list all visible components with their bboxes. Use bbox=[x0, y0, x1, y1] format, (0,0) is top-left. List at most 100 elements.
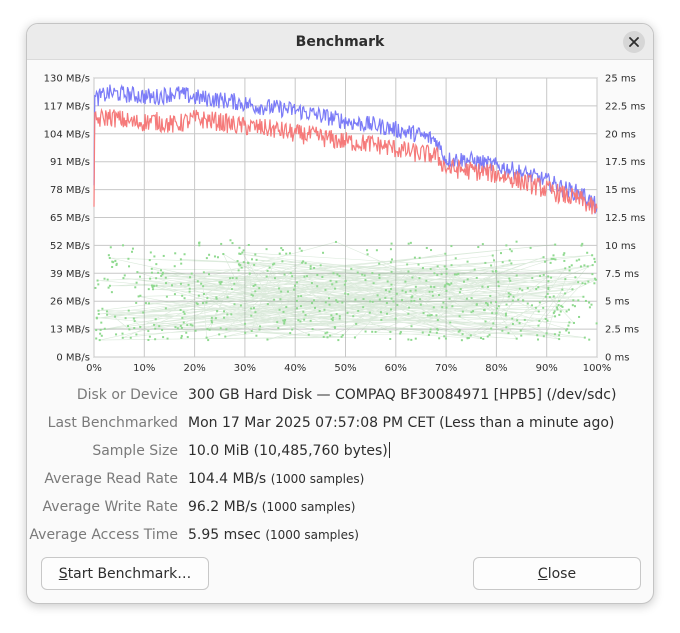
access-time-point bbox=[297, 319, 300, 322]
access-time-point bbox=[288, 252, 291, 255]
access-time-point bbox=[95, 329, 98, 332]
x-tick-label: 100% bbox=[583, 363, 612, 374]
access-time-point bbox=[148, 259, 151, 262]
access-time-point bbox=[553, 310, 556, 313]
access-time-point bbox=[366, 249, 369, 252]
access-time-point bbox=[593, 260, 596, 263]
access-time-point bbox=[124, 317, 127, 320]
access-time-point bbox=[593, 257, 596, 260]
access-time-point bbox=[511, 317, 514, 320]
access-time-point bbox=[223, 316, 226, 319]
title-bar: Benchmark bbox=[27, 24, 653, 60]
access-time-point bbox=[438, 294, 441, 297]
access-time-point bbox=[450, 282, 453, 285]
access-time-point bbox=[326, 336, 329, 339]
access-time-point bbox=[144, 302, 147, 305]
access-time-point bbox=[588, 301, 591, 304]
access-time-point bbox=[271, 263, 274, 266]
access-time-point bbox=[180, 334, 183, 337]
access-time-point bbox=[372, 282, 375, 285]
y-left-tick-label: 39 MB/s bbox=[50, 269, 90, 280]
access-time-point bbox=[537, 286, 540, 289]
access-time-point bbox=[445, 289, 448, 292]
access-time-point bbox=[139, 275, 142, 278]
access-time-point bbox=[182, 321, 185, 324]
access-time-point bbox=[333, 326, 336, 329]
access-time-point bbox=[426, 314, 429, 317]
access-time-point bbox=[205, 257, 208, 260]
access-time-point bbox=[483, 309, 486, 312]
access-time-point bbox=[584, 299, 587, 302]
access-time-point bbox=[331, 283, 334, 286]
access-time-point bbox=[559, 310, 562, 313]
access-time-point bbox=[556, 306, 559, 309]
y-left-tick-label: 91 MB/s bbox=[50, 157, 90, 168]
access-time-point bbox=[407, 270, 410, 273]
access-time-point bbox=[575, 259, 578, 262]
y-left-tick-label: 78 MB/s bbox=[50, 185, 90, 196]
access-time-point bbox=[518, 322, 521, 325]
access-time-point bbox=[390, 283, 393, 286]
access-time-point bbox=[567, 331, 570, 334]
access-time-point bbox=[572, 321, 575, 324]
access-time-point bbox=[108, 257, 111, 260]
access-time-point bbox=[160, 274, 163, 277]
info-value: Mon 17 Mar 2025 07:57:08 PM CET (Less th… bbox=[188, 412, 614, 434]
info-value: 10.0 MiB (10,485,760 bytes) bbox=[188, 440, 390, 462]
access-time-point bbox=[313, 266, 316, 269]
access-time-point bbox=[179, 258, 182, 261]
access-time-point bbox=[429, 328, 432, 331]
access-time-point bbox=[389, 330, 392, 333]
access-time-point bbox=[187, 283, 190, 286]
info-sample-note: (1000 samples) bbox=[270, 472, 365, 486]
access-time-point bbox=[186, 336, 189, 339]
access-time-point bbox=[123, 274, 126, 277]
access-time-point bbox=[231, 242, 234, 245]
access-time-point bbox=[331, 319, 334, 322]
info-label: Disk or Device bbox=[76, 387, 178, 403]
close-mnemonic: C bbox=[537, 565, 548, 582]
access-time-point bbox=[406, 263, 409, 266]
access-time-point bbox=[286, 290, 289, 293]
close-label: lose bbox=[547, 565, 577, 582]
access-time-point bbox=[180, 336, 183, 339]
access-time-point bbox=[343, 283, 346, 286]
access-time-point bbox=[211, 321, 214, 324]
access-time-point bbox=[457, 330, 460, 333]
access-time-point bbox=[461, 310, 464, 313]
access-time-point bbox=[567, 324, 570, 327]
access-time-point bbox=[327, 297, 330, 300]
access-time-point bbox=[226, 296, 229, 299]
access-time-point bbox=[445, 267, 448, 270]
access-time-point bbox=[283, 320, 286, 323]
access-time-point bbox=[338, 317, 341, 320]
access-time-point bbox=[238, 264, 241, 267]
access-time-point bbox=[413, 256, 416, 259]
access-time-point bbox=[490, 301, 493, 304]
access-time-point bbox=[281, 260, 284, 263]
info-label: Average Access Time bbox=[29, 527, 178, 543]
access-time-point bbox=[306, 275, 309, 278]
access-time-point bbox=[378, 262, 381, 265]
access-time-point bbox=[581, 242, 584, 245]
access-time-point bbox=[501, 329, 504, 332]
access-time-point bbox=[544, 295, 547, 298]
access-time-point bbox=[436, 274, 439, 277]
access-time-point bbox=[205, 336, 208, 339]
window-close-button[interactable] bbox=[623, 31, 645, 53]
access-time-point bbox=[183, 253, 186, 256]
access-time-point bbox=[338, 315, 341, 318]
access-time-point bbox=[526, 287, 529, 290]
access-time-point bbox=[594, 278, 597, 281]
access-time-point bbox=[186, 324, 189, 327]
access-time-point bbox=[495, 300, 498, 303]
access-time-point bbox=[568, 269, 571, 272]
access-time-point bbox=[216, 310, 219, 313]
access-time-point bbox=[207, 339, 210, 342]
access-time-point bbox=[111, 265, 114, 268]
access-time-point bbox=[362, 298, 365, 301]
access-time-point bbox=[127, 309, 130, 312]
access-time-point bbox=[108, 284, 111, 287]
